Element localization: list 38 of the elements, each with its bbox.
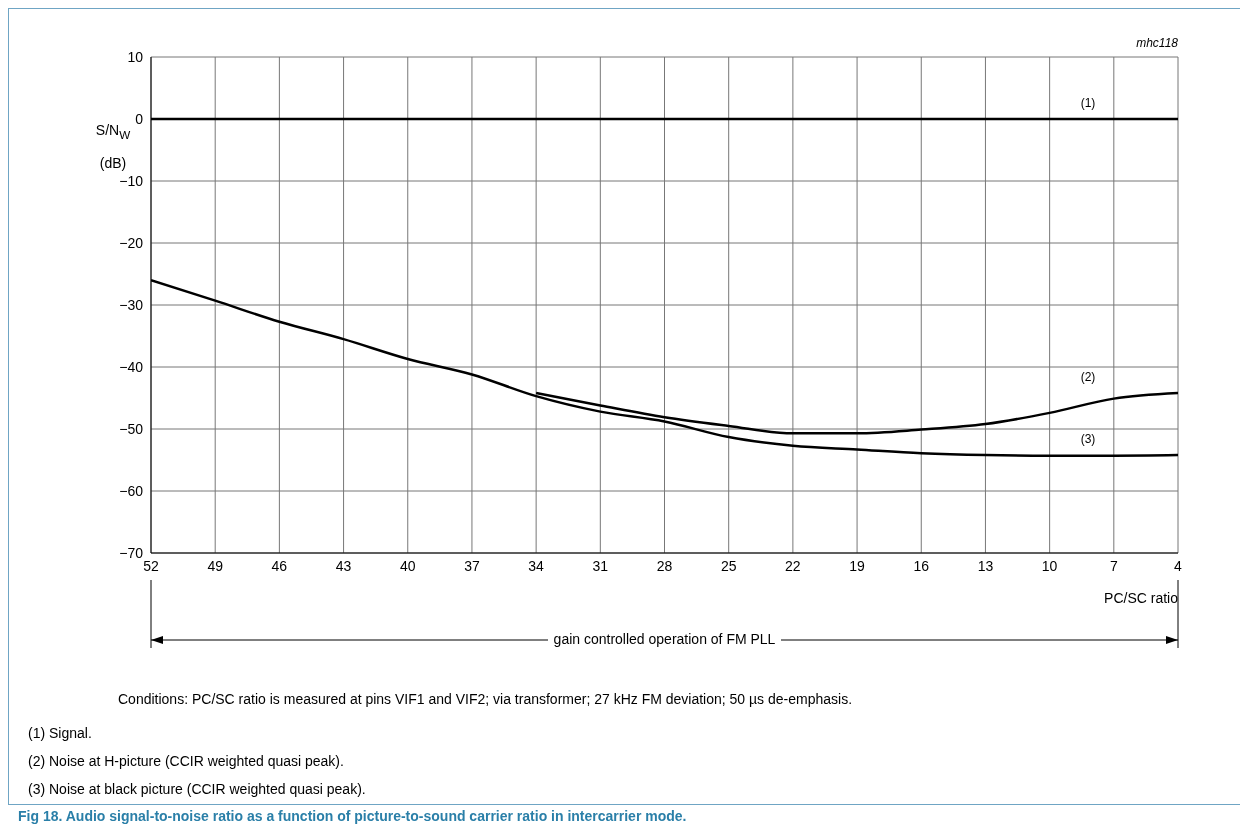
series-label: (2) [1080,370,1096,385]
x-axis-title: PC/SC ratio [1104,590,1178,606]
x-tick-label: 7 [1109,557,1118,574]
y-tick-label: −10 [119,172,144,189]
x-tick-label: 16 [913,557,930,574]
series-label: (3) [1080,432,1096,447]
text: Fig 18. Audio signal-to-noise ratio as a function of picture-to-sound carrier ratio in intercarrier mode. [18,808,687,824]
text: gain controlled operation of FM PLL [547,631,782,647]
x-tick-label: 10 [1041,557,1058,574]
y-tick-label: −40 [119,358,144,375]
text: Conditions: PC/SC ratio is measured at pins VIF1 and VIF2; via transformer; 27 kHz FM deviation; 50 µs de-emphasis. [118,691,853,707]
y-tick-label: 0 [135,110,144,127]
y-tick-label: −20 [119,234,144,251]
x-tick-label: 31 [592,557,609,574]
x-tick-label: 19 [849,557,866,574]
x-tick-label: 25 [720,557,737,574]
x-tick-label: 37 [464,557,480,574]
x-tick-label: 46 [271,557,288,574]
x-tick-label: 28 [656,557,673,574]
x-tick-label: 13 [977,557,994,574]
x-tick-label: 49 [207,557,224,574]
y-tick-label: −70 [119,544,144,561]
text: (3) Noise at black picture (CCIR weighted quasi peak). [28,781,366,797]
x-tick-label: 43 [335,557,352,574]
x-tick-label: 22 [785,557,801,574]
x-tick-label: 40 [399,557,416,574]
y-axis-title: S/N$_{W}$ (dB) [95,122,131,171]
series-label: (1) [1080,96,1096,110]
text: mhc118 [1136,36,1178,50]
x-tick-label: 34 [528,557,545,574]
y-tick-label: 10 [127,48,144,65]
y-tick-label: −50 [119,420,144,437]
text: (2) Noise at H-picture (CCIR weighted quasi peak). [28,753,344,769]
y-tick-label: −30 [119,296,144,313]
text: (1) Signal. [28,725,92,741]
x-tick-label: 52 [143,557,159,574]
y-tick-label: −60 [119,482,144,499]
x-tick-label: 4 [1174,557,1183,574]
